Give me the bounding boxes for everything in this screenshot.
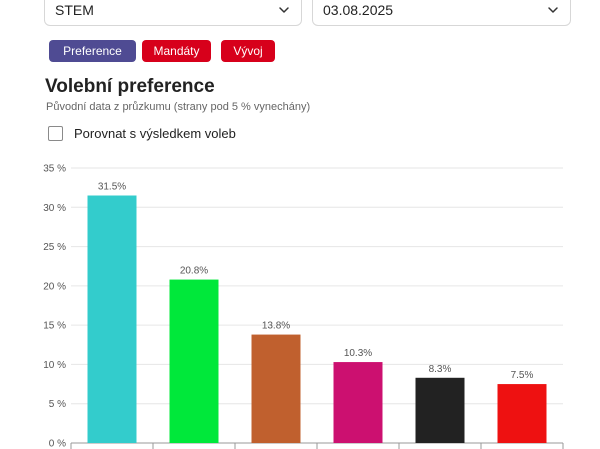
bar-value-label: 7.5% xyxy=(511,370,534,381)
bar xyxy=(251,334,301,443)
bar-value-label: 8.3% xyxy=(429,364,452,375)
y-tick-label: 30 % xyxy=(43,203,66,214)
compare-checkbox[interactable] xyxy=(48,126,63,141)
compare-label: Porovnat s výsledkem voleb xyxy=(74,126,236,141)
y-tick-label: 25 % xyxy=(43,242,66,253)
tab-trend[interactable]: Vývoj xyxy=(221,40,275,62)
page-title: Volební preference xyxy=(45,76,215,97)
y-tick-label: 20 % xyxy=(43,281,66,292)
y-tick-label: 15 % xyxy=(43,321,66,332)
y-tick-label: 5 % xyxy=(49,399,66,410)
bar xyxy=(333,362,383,443)
bar xyxy=(169,279,219,443)
chevron-down-icon xyxy=(548,7,558,13)
bar xyxy=(497,384,547,443)
page-subtitle: Původní data z průzkumu (strany pod 5 % … xyxy=(46,101,311,113)
date-select-value: 03.08.2025 xyxy=(323,2,394,18)
y-tick-label: 35 % xyxy=(43,164,66,175)
bar-value-label: 20.8% xyxy=(180,266,208,277)
bar-value-label: 13.8% xyxy=(262,321,290,332)
date-select[interactable]: 03.08.2025 xyxy=(312,0,571,26)
y-tick-label: 10 % xyxy=(43,360,66,371)
pollster-select[interactable]: STEM xyxy=(44,0,302,26)
bar-value-label: 31.5% xyxy=(98,182,126,193)
tab-preference[interactable]: Preference xyxy=(49,40,136,62)
view-tabs: Preference Mandáty Vývoj xyxy=(49,40,275,62)
bar xyxy=(415,377,465,443)
tab-mandates[interactable]: Mandáty xyxy=(142,40,211,62)
bar-value-label: 10.3% xyxy=(344,348,372,359)
y-tick-label: 0 % xyxy=(49,439,66,449)
chevron-down-icon xyxy=(279,7,289,13)
pollster-select-value: STEM xyxy=(55,2,94,18)
bar xyxy=(87,195,137,443)
compare-toggle[interactable]: Porovnat s výsledkem voleb xyxy=(48,126,236,141)
